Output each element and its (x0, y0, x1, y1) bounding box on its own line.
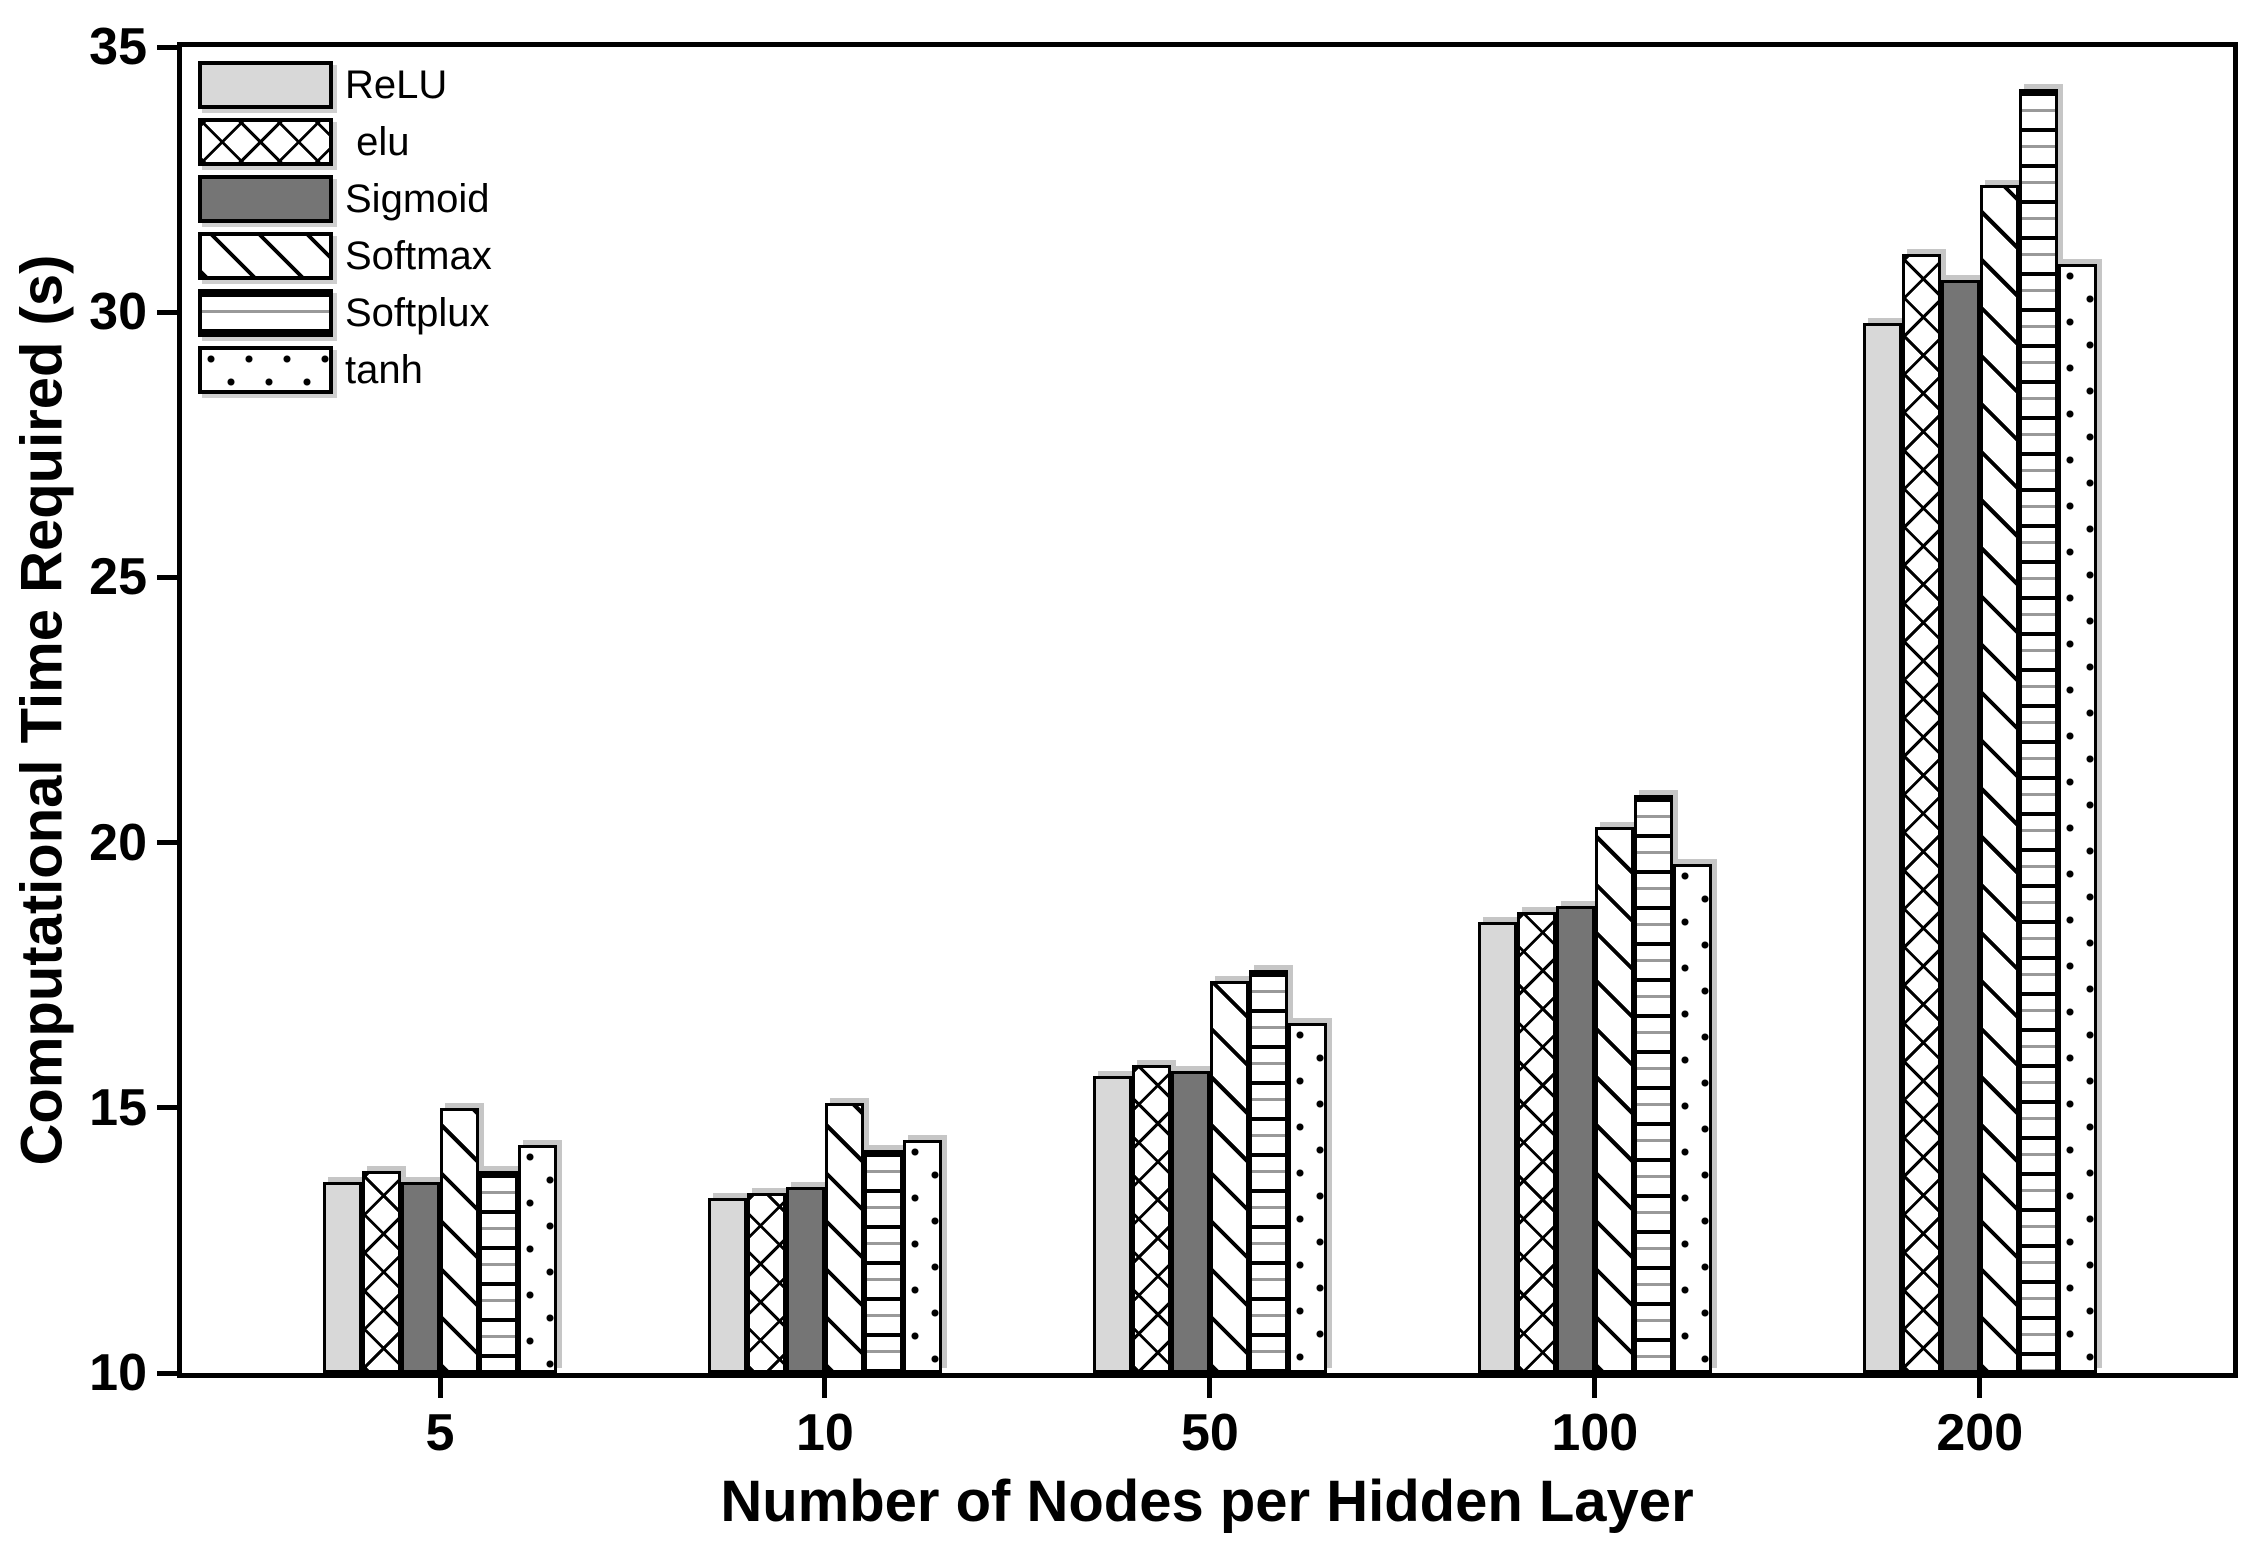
x-axis-tick-label: 5 (425, 1404, 455, 1462)
legend-swatch-crosshatch-icon (198, 118, 333, 166)
legend-swatch-dots-icon (198, 346, 333, 394)
legend-label: Sigmoid (345, 177, 490, 221)
bar-softmax-100 (1594, 826, 1634, 1373)
legend-item-sigmoid: Sigmoid (198, 175, 492, 223)
y-axis-tick (157, 840, 177, 846)
bar-tanh-10 (902, 1139, 942, 1373)
y-axis-tick-label: 15 (89, 1078, 147, 1137)
x-axis-tick-label: 10 (796, 1404, 854, 1462)
legend-label: Softplux (345, 291, 490, 335)
bar-softmax-50 (1209, 980, 1249, 1373)
legend-item-tanh: tanh (198, 346, 492, 394)
x-axis-title: Number of Nodes per Hidden Layer (720, 1469, 1694, 1534)
legend-swatch-hlines-icon (198, 289, 333, 337)
y-axis-tick-label: 10 (89, 1344, 147, 1402)
bar-softplux-5 (479, 1171, 519, 1373)
y-axis-tick-label: 35 (89, 18, 147, 76)
legend-label: ReLU (345, 63, 448, 107)
bar-relu-50 (1092, 1075, 1132, 1373)
bar-softmax-200 (1979, 184, 2019, 1373)
bar-elu-200 (1901, 253, 1941, 1373)
legend-swatch-solid-icon (198, 61, 333, 109)
bar-tanh-100 (1672, 863, 1712, 1373)
bar-elu-100 (1516, 911, 1556, 1373)
legend-label: tanh (345, 348, 423, 392)
x-axis-tick (822, 1378, 828, 1398)
y-axis-tick (157, 1370, 177, 1376)
bar-sigmoid-200 (1940, 280, 1980, 1373)
plot-area: 10 15 20 25 30 35 5 10 50 100 200 ReLU elu Sigmoid So… (89, 18, 2238, 1462)
bar-relu-10 (707, 1197, 747, 1373)
y-axis-title: Computational Time Required (s) (9, 254, 75, 1166)
bar-sigmoid-5 (401, 1182, 441, 1373)
bar-softplux-10 (863, 1150, 903, 1373)
bar-elu-50 (1131, 1065, 1171, 1373)
x-axis-tick (1592, 1378, 1598, 1398)
legend-label: elu (345, 120, 410, 164)
bar-tanh-5 (518, 1144, 558, 1373)
y-axis-tick (157, 574, 177, 580)
bar-softmax-10 (824, 1102, 864, 1373)
y-axis-tick-label: 30 (89, 283, 147, 342)
x-axis-tick (1207, 1378, 1213, 1398)
legend-swatch-diagonal-icon (198, 232, 333, 280)
y-axis-tick (157, 44, 177, 50)
bar-sigmoid-50 (1170, 1070, 1210, 1373)
bar-softmax-5 (440, 1107, 480, 1373)
y-axis-tick-label: 20 (89, 813, 147, 872)
bar-relu-5 (323, 1182, 363, 1373)
legend-item-elu: elu (198, 118, 492, 166)
x-axis-tick (437, 1378, 443, 1398)
y-axis-tick-label: 25 (89, 548, 147, 607)
legend: ReLU elu Sigmoid Softmax Softplux tanh (198, 61, 492, 403)
bar-relu-100 (1477, 922, 1517, 1373)
bar-softplux-200 (2018, 89, 2058, 1373)
bar-tanh-50 (1287, 1022, 1327, 1373)
legend-item-relu: ReLU (198, 61, 492, 109)
bar-sigmoid-100 (1555, 906, 1595, 1373)
legend-item-softmax: Softmax (198, 232, 492, 280)
x-axis-tick-label: 50 (1180, 1404, 1239, 1462)
x-axis-tick-label: 200 (1936, 1404, 2024, 1462)
bar-sigmoid-10 (785, 1187, 825, 1373)
x-axis-tick-label: 100 (1551, 1404, 1639, 1462)
y-axis-tick (157, 309, 177, 315)
y-axis-tick (157, 1105, 177, 1111)
legend-swatch-solid-icon (198, 175, 333, 223)
bar-elu-5 (362, 1171, 402, 1373)
legend-label: Softmax (345, 234, 492, 278)
bar-tanh-200 (2057, 264, 2097, 1373)
bar-relu-200 (1862, 322, 1902, 1373)
legend-item-softplux: Softplux (198, 289, 492, 337)
bar-elu-10 (746, 1192, 786, 1373)
bar-softplux-50 (1248, 969, 1288, 1373)
bar-softplux-100 (1633, 794, 1673, 1373)
x-axis-tick (1977, 1378, 1983, 1398)
